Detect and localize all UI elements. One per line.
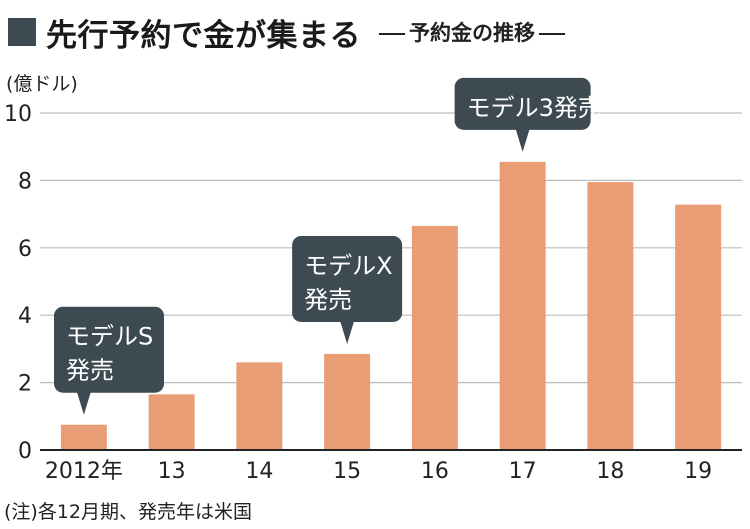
callout-text: モデル3発売 <box>467 94 602 122</box>
bar-chart: (億ドル) 0 2 4 6 8 10 2012年 13 14 15 16 17 18 19 モデルS 発売 モデル… <box>4 73 742 484</box>
y-tick-label: 2 <box>18 372 32 397</box>
x-tick-label: 17 <box>509 459 537 484</box>
y-tick-label: 0 <box>18 439 32 464</box>
x-tick-label: 13 <box>158 459 186 484</box>
bar <box>324 353 371 450</box>
callout-text: モデルS <box>66 323 153 351</box>
callout-text: 発売 <box>304 286 352 314</box>
callout-box <box>292 235 403 322</box>
x-tick-label: 16 <box>421 459 449 484</box>
bar <box>587 182 634 450</box>
bar <box>675 204 722 450</box>
title-sub: 予約金の推移 <box>375 17 569 47</box>
title-main: 先行予約で金が集まる <box>46 17 361 54</box>
y-tick-label: 6 <box>18 237 32 262</box>
x-tick-label: 19 <box>684 459 712 484</box>
callout-text: 発売 <box>66 357 114 385</box>
y-unit-label: (億ドル) <box>6 73 78 95</box>
x-tick-label: 2012年 <box>45 459 123 484</box>
bar <box>499 161 546 451</box>
callout-box <box>454 77 591 130</box>
footnote: (注)各12月期、発売年は米国 <box>4 501 253 523</box>
chart-title: 先行予約で金が集まる 予約金の推移 <box>8 10 569 54</box>
title-sub-text: 予約金の推移 <box>409 21 535 45</box>
y-tick-label: 4 <box>18 304 32 329</box>
callout-text: モデルX <box>304 252 392 280</box>
x-tick-label: 18 <box>596 459 624 484</box>
callout-pointer <box>76 391 91 415</box>
bar <box>148 394 195 450</box>
bar <box>411 225 458 450</box>
callout-pointer <box>340 320 355 344</box>
y-tick-label: 8 <box>18 169 32 194</box>
bar <box>60 424 107 450</box>
callout-box <box>54 306 164 393</box>
x-tick-label: 15 <box>333 459 361 484</box>
x-tick-label: 14 <box>245 459 273 484</box>
callout-pointer <box>515 128 530 152</box>
bar <box>236 362 283 450</box>
title-square-icon <box>8 18 36 46</box>
y-tick-label: 10 <box>4 102 32 127</box>
